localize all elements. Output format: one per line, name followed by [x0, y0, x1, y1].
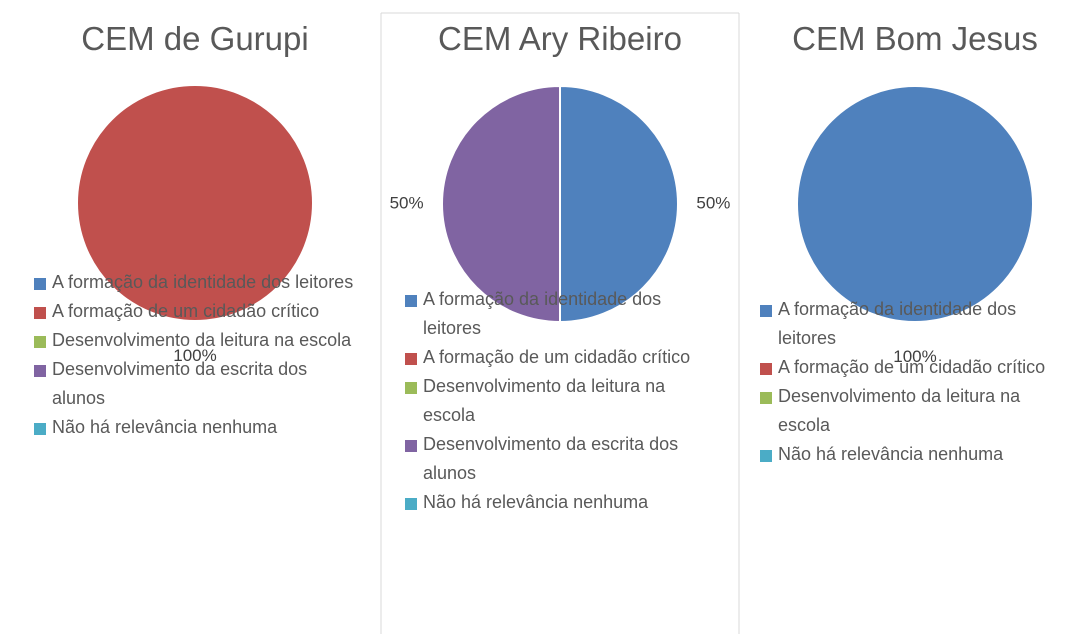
legend-swatch	[405, 440, 417, 452]
legend-item: A formação de um cidadão crítico	[34, 297, 364, 326]
legend-swatch	[760, 392, 772, 404]
legend-swatch	[405, 353, 417, 365]
legend-label: Desenvolvimento da leitura na escola	[423, 376, 666, 425]
pie-slice	[796, 85, 1034, 323]
data-label: 50%	[696, 193, 730, 212]
data-label: 100%	[173, 346, 216, 365]
legend-item: Desenvolvimento da escrita dos alunos	[405, 430, 705, 488]
legend-swatch	[760, 363, 772, 375]
legend-item: A formação de um cidadão crítico	[405, 343, 705, 372]
legend: A formação da identidade dos leitores A f…	[34, 268, 364, 442]
legend-swatch	[760, 450, 772, 462]
legend-item: A formação da identidade dos leitores	[405, 285, 705, 343]
legend-swatch	[405, 382, 417, 394]
data-label: 50%	[390, 193, 424, 212]
pie-slice	[76, 84, 314, 322]
legend-label: Não há relevância nenhuma	[52, 417, 278, 437]
legend-label: A formação da identidade dos leitores	[778, 299, 1017, 348]
legend-swatch	[34, 307, 46, 319]
legend-item: A formação da identidade dos leitores	[760, 295, 1060, 353]
chart-title: CEM Ary Ribeiro	[438, 20, 682, 57]
legend-label: Desenvolvimento da leitura na escola	[52, 330, 352, 350]
legend-swatch	[405, 295, 417, 307]
legend-item: Desenvolvimento da escrita dos alunos	[34, 355, 364, 413]
legend-label: A formação de um cidadão crítico	[52, 301, 320, 321]
legend: A formação da identidade dos leitores A f…	[405, 285, 705, 517]
legend-item: Desenvolvimento da leitura na escola	[405, 372, 705, 430]
legend-label: A formação da identidade dos leitores	[423, 289, 662, 338]
legend-swatch	[405, 498, 417, 510]
legend-label: Desenvolvimento da leitura na escola	[778, 386, 1021, 435]
legend-label: Não há relevância nenhuma	[423, 492, 649, 512]
legend-swatch	[34, 336, 46, 348]
legend-label: Desenvolvimento da escrita dos alunos	[423, 434, 679, 483]
legend-swatch	[34, 365, 46, 377]
legend-item: Não há relevância nenhuma	[405, 488, 705, 517]
legend-swatch	[34, 423, 46, 435]
chart-title: CEM Bom Jesus	[792, 20, 1038, 57]
legend-swatch	[760, 305, 772, 317]
chart-title: CEM de Gurupi	[81, 20, 308, 57]
legend-item: Desenvolvimento da leitura na escola	[34, 326, 364, 355]
legend-item: A formação de um cidadão crítico	[760, 353, 1060, 382]
legend-label: A formação de um cidadão crítico	[778, 357, 1046, 377]
legend-item: Não há relevância nenhuma	[760, 440, 1060, 469]
pie-slice	[441, 84, 561, 324]
legend-label: A formação de um cidadão crítico	[423, 347, 691, 367]
legend: A formação da identidade dos leitores A f…	[760, 295, 1060, 469]
pie-slice	[559, 84, 679, 324]
legend-swatch	[34, 278, 46, 290]
legend-item: Não há relevância nenhuma	[34, 413, 364, 442]
legend-item: A formação da identidade dos leitores	[34, 268, 364, 297]
legend-label: Não há relevância nenhuma	[778, 444, 1004, 464]
legend-label: A formação da identidade dos leitores	[52, 272, 354, 292]
legend-item: Desenvolvimento da leitura na escola	[760, 382, 1060, 440]
legend-label: Desenvolvimento da escrita dos alunos	[52, 359, 308, 408]
data-label: 100%	[893, 347, 936, 366]
